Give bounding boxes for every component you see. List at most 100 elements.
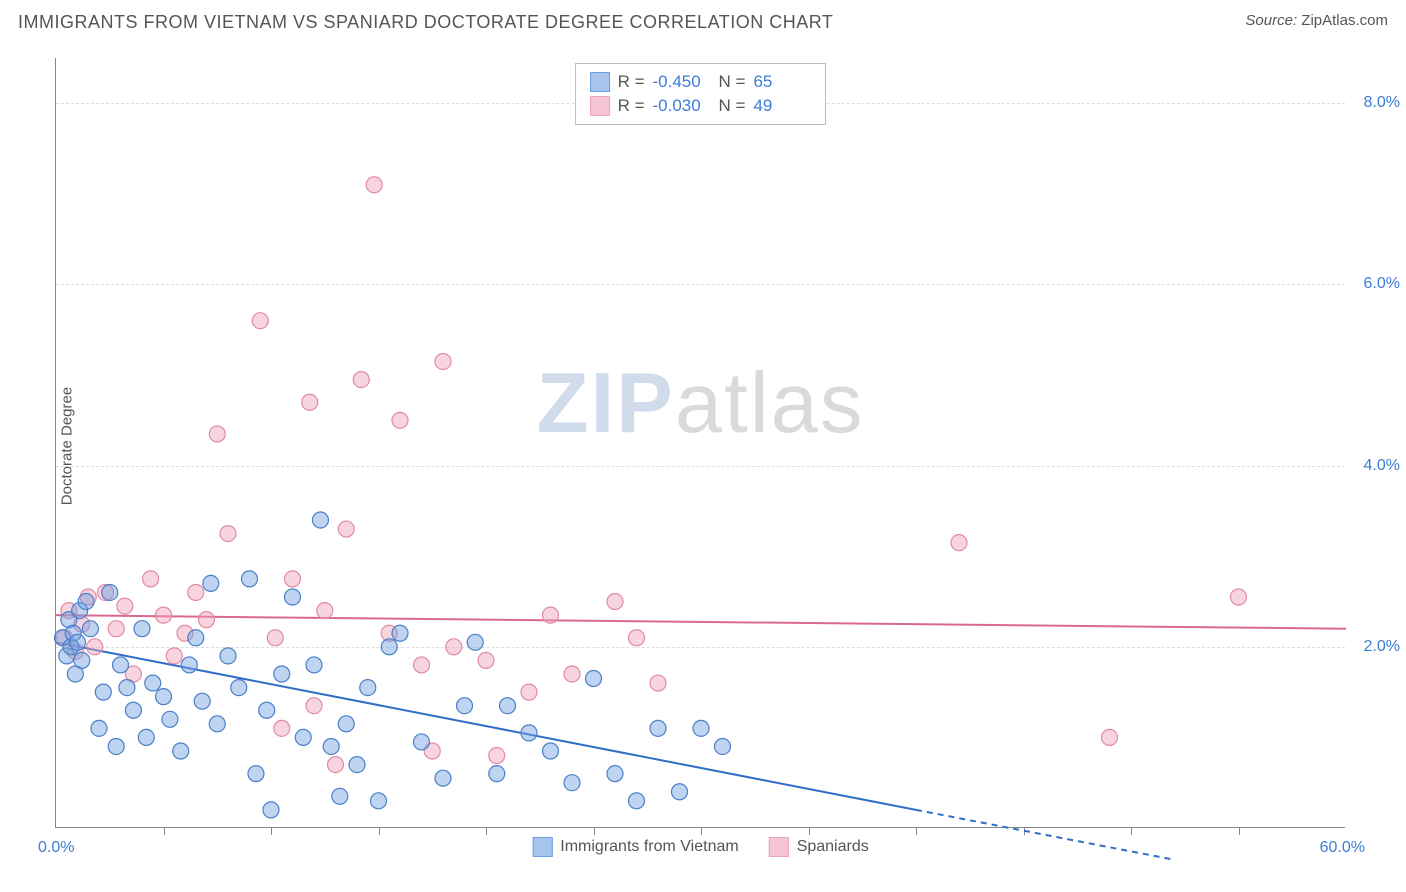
data-point [414,657,430,673]
legend-R-label: R = [618,96,645,116]
data-point [70,634,86,650]
data-point [489,766,505,782]
data-point [108,621,124,637]
data-point [91,720,107,736]
data-point [543,743,559,759]
data-point [306,657,322,673]
legend-R-value-0: -0.450 [653,72,711,92]
data-point [1102,729,1118,745]
data-point [119,680,135,696]
legend-R-label: R = [618,72,645,92]
data-point [306,698,322,714]
legend-label-vietnam: Immigrants from Vietnam [560,838,738,856]
data-point [259,702,275,718]
data-point [134,621,150,637]
x-tick-mark [1239,827,1240,835]
data-point [521,684,537,700]
x-tick-mark [379,827,380,835]
trend-line-extrapolated [916,810,1174,860]
data-point [82,621,98,637]
data-point [521,725,537,741]
data-point [145,675,161,691]
data-point [220,648,236,664]
data-point [366,177,382,193]
data-point [338,716,354,732]
legend-item-spaniards: Spaniards [769,837,869,857]
data-point [78,594,94,610]
data-point [607,766,623,782]
source-attribution: Source: ZipAtlas.com [1245,12,1388,29]
legend-swatch-1 [590,96,610,116]
x-tick-mark [809,827,810,835]
y-tick-label: 4.0% [1364,457,1400,475]
data-point [162,711,178,727]
data-point [435,770,451,786]
y-tick-label: 6.0% [1364,275,1400,293]
data-point [252,313,268,329]
data-point [263,802,279,818]
y-tick-label: 2.0% [1364,638,1400,656]
chart-header: IMMIGRANTS FROM VIETNAM VS SPANIARD DOCT… [18,12,1388,42]
x-tick-mark [916,827,917,835]
legend-row-series-0: R = -0.450 N = 65 [590,70,812,94]
data-point [274,666,290,682]
x-axis-min-label: 0.0% [38,839,74,857]
data-point [156,689,172,705]
data-point [108,738,124,754]
data-point [446,639,462,655]
data-point [312,512,328,528]
data-point [274,720,290,736]
legend-N-value-0: 65 [753,72,811,92]
data-point [392,412,408,428]
data-point [392,625,408,641]
data-point [586,671,602,687]
source-label: Source: [1245,12,1297,29]
chart-plot-area: ZIPatlas 2.0%4.0%6.0%8.0% R = -0.450 N =… [55,58,1345,828]
data-point [166,648,182,664]
data-point [267,630,283,646]
legend-row-series-1: R = -0.030 N = 49 [590,94,812,118]
data-point [338,521,354,537]
data-point [543,607,559,623]
trend-line [56,615,1346,629]
data-point [650,675,666,691]
data-point [672,784,688,800]
data-point [285,571,301,587]
data-point [209,426,225,442]
data-point [173,743,189,759]
data-point [295,729,311,745]
data-point [349,757,365,773]
legend-item-vietnam: Immigrants from Vietnam [532,837,738,857]
data-point [500,698,516,714]
legend-swatch-spaniards [769,837,789,857]
series-legend: Immigrants from Vietnam Spaniards [532,837,868,857]
data-point [203,575,219,591]
y-tick-label: 8.0% [1364,94,1400,112]
data-point [951,535,967,551]
legend-R-value-1: -0.030 [653,96,711,116]
data-point [360,680,376,696]
data-point [457,698,473,714]
data-point [285,589,301,605]
data-point [302,394,318,410]
x-tick-mark [594,827,595,835]
data-point [181,657,197,673]
correlation-legend: R = -0.450 N = 65 R = -0.030 N = 49 [575,63,827,125]
data-point [125,702,141,718]
data-point [317,603,333,619]
data-point [242,571,258,587]
legend-swatch-vietnam [532,837,552,857]
legend-swatch-0 [590,72,610,92]
data-point [353,372,369,388]
data-point [231,680,247,696]
data-point [478,652,494,668]
data-point [650,720,666,736]
data-point [87,639,103,655]
x-tick-mark [1131,827,1132,835]
data-point [220,526,236,542]
chart-title: IMMIGRANTS FROM VIETNAM VS SPANIARD DOCT… [18,12,833,32]
x-tick-mark [271,827,272,835]
data-point [607,594,623,610]
data-point [629,793,645,809]
data-point [95,684,111,700]
